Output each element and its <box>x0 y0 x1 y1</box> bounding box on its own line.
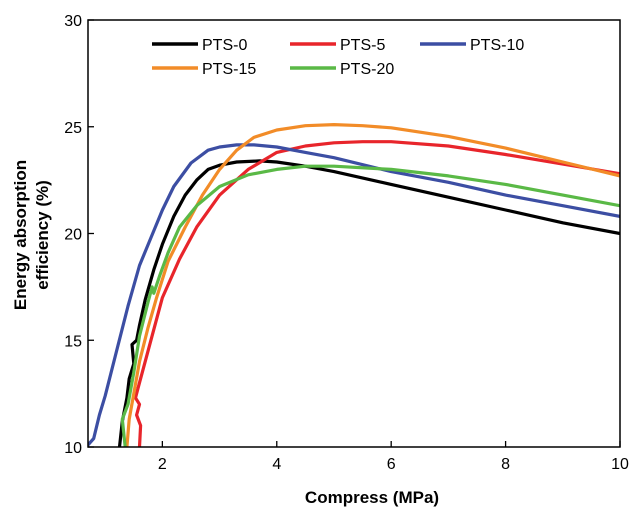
y-tick-label: 30 <box>64 13 82 30</box>
x-tick-label: 6 <box>387 456 396 473</box>
y-tick-label: 20 <box>64 227 82 244</box>
y-axis: 10 15 20 25 30 <box>64 13 94 457</box>
series-line-pts-15 <box>125 122 620 447</box>
series-line-pts-5 <box>133 140 620 447</box>
series-line-pts-10 <box>88 143 620 447</box>
legend-label-pts-10: PTS-10 <box>470 37 524 54</box>
legend-label-pts-20: PTS-20 <box>340 61 394 78</box>
series-line-pts-0 <box>117 159 620 447</box>
y-axis-title-line2: efficiency (%) <box>33 180 52 290</box>
y-tick-label: 25 <box>64 120 82 137</box>
x-tick-label: 8 <box>501 456 510 473</box>
x-tick-label: 4 <box>272 456 281 473</box>
x-axis-title: Compress (MPa) <box>305 488 439 507</box>
legend-label-pts-5: PTS-5 <box>340 37 385 54</box>
y-tick-label: 15 <box>64 333 82 350</box>
x-tick-label: 10 <box>611 456 629 473</box>
legend-label-pts-0: PTS-0 <box>202 37 247 54</box>
x-tick-label: 2 <box>158 456 167 473</box>
legend: PTS-0 PTS-5 PTS-10 PTS-15 PTS-20 <box>152 37 524 78</box>
legend-label-pts-15: PTS-15 <box>202 61 256 78</box>
plot-lines <box>88 122 620 447</box>
x-axis: 2 4 6 8 10 <box>158 441 629 473</box>
series-line-pts-20 <box>120 164 620 447</box>
y-tick-label: 10 <box>64 440 82 457</box>
y-axis-title-line1: Energy absorption <box>11 160 30 310</box>
